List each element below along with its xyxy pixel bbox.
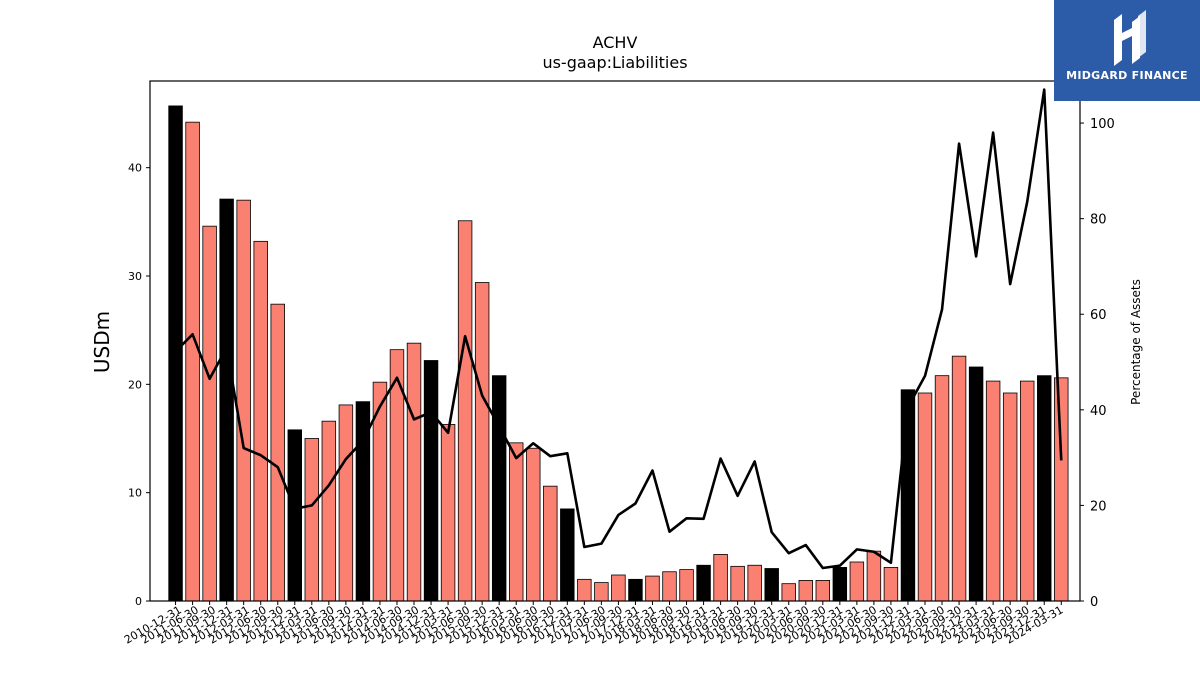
y2-tick-label: 20 <box>1090 499 1107 514</box>
bar <box>645 575 660 602</box>
bar <box>406 342 422 602</box>
bar <box>798 580 813 602</box>
y2-axis-label: Percentage of Assets <box>1129 279 1143 405</box>
bar <box>985 380 1001 602</box>
bar <box>543 485 558 602</box>
bar <box>526 447 541 602</box>
bar <box>713 554 728 602</box>
bar <box>951 355 967 602</box>
y2-tick-label: 100 <box>1090 117 1115 132</box>
y-tick-label: 30 <box>128 270 142 283</box>
line-group <box>174 88 1063 570</box>
percentage-line <box>174 88 1063 570</box>
bar <box>917 392 933 602</box>
bar <box>815 580 831 602</box>
plot-frame <box>149 80 1081 602</box>
bar <box>270 303 285 602</box>
bar <box>849 561 865 602</box>
bar <box>883 567 899 602</box>
bar <box>338 404 354 602</box>
bar <box>474 282 490 602</box>
bar <box>1002 392 1018 602</box>
bar <box>321 420 337 602</box>
bar <box>423 360 439 602</box>
y2-tick-label: 60 <box>1090 308 1107 323</box>
bar <box>934 375 950 602</box>
bar <box>236 199 251 602</box>
bar <box>747 564 762 602</box>
bar <box>1019 380 1035 602</box>
bar <box>968 366 984 602</box>
bar <box>679 569 694 602</box>
bar <box>287 429 303 602</box>
bar <box>253 240 268 602</box>
bar-group <box>168 105 1069 602</box>
y-tick-label: 0 <box>135 595 142 608</box>
y-tick-label: 20 <box>128 378 142 391</box>
bar <box>764 568 779 602</box>
bar <box>440 424 456 602</box>
bar <box>900 389 916 602</box>
bar <box>1037 375 1052 602</box>
bar <box>304 438 320 602</box>
bar <box>611 574 626 602</box>
chart-subtitle: us-gaap:Liabilities <box>542 53 687 72</box>
bar <box>577 578 592 602</box>
bar <box>219 198 234 602</box>
bar <box>781 583 796 602</box>
y-tick-label: 40 <box>128 162 142 175</box>
bar <box>1054 377 1069 602</box>
bar <box>508 442 524 602</box>
y2-tick-label: 80 <box>1090 213 1107 228</box>
logo: MIDGARD FINANCE <box>1054 0 1200 101</box>
bar <box>560 508 575 602</box>
bar <box>730 565 745 602</box>
y-tick-label: 10 <box>128 487 142 500</box>
bar <box>662 571 677 602</box>
logo-mark-icon <box>1114 10 1146 66</box>
bar <box>202 225 217 602</box>
chart-title: ACHV <box>593 33 638 52</box>
axes: 0102030400204060801002010-12-312011-06-3… <box>122 80 1115 647</box>
y-axis-label: USDm <box>90 311 114 373</box>
bar <box>457 220 473 602</box>
bar <box>628 578 643 602</box>
y2-tick-label: 40 <box>1090 404 1107 419</box>
bar <box>185 121 200 602</box>
logo-text: MIDGARD FINANCE <box>1066 69 1188 82</box>
bar <box>866 550 882 602</box>
bar <box>168 105 183 602</box>
bar <box>594 582 609 602</box>
y2-tick-label: 0 <box>1090 595 1098 610</box>
bar <box>491 375 507 602</box>
bar <box>696 564 711 602</box>
bar <box>832 567 848 602</box>
